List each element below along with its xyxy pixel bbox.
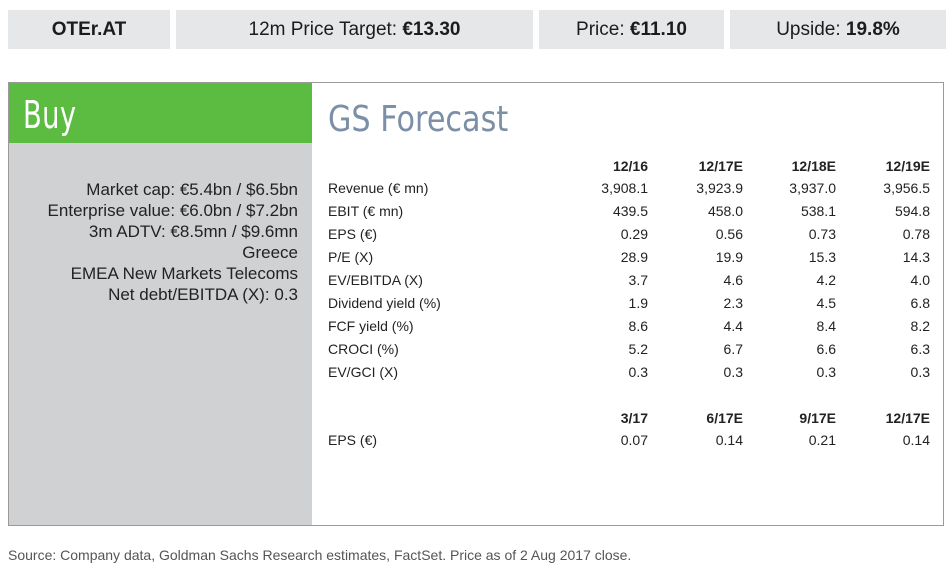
row-label: P/E (X) (328, 249, 374, 265)
table-cell: 6.8 (910, 295, 930, 311)
table-cell: 0.21 (808, 432, 836, 448)
table-cell: 4.6 (723, 272, 743, 288)
table-cell: 2.3 (723, 295, 743, 311)
row-label: EV/GCI (X) (328, 364, 399, 380)
table-row: Dividend yield (%) 1.9 2.3 4.5 6.8 (328, 293, 938, 315)
price-target-label: 12m Price Target: (248, 18, 398, 40)
row-label: Dividend yield (%) (328, 295, 441, 311)
table-row: P/E (X) 28.9 19.9 15.3 14.3 (328, 247, 938, 269)
upside-label: Upside: (776, 18, 841, 40)
ticker: OTEr.AT (51, 18, 127, 40)
table-cell: 14.3 (902, 249, 930, 265)
table-cell: 8.2 (910, 318, 930, 334)
table-cell: 0.78 (902, 226, 930, 242)
table-cell: 3,956.5 (883, 180, 930, 196)
net-debt-ebitda: Net debt/EBITDA (X): 0.3 (108, 285, 298, 304)
column-header: 6/17E (706, 410, 743, 426)
row-label: EBIT (€ mn) (328, 203, 404, 219)
table-row: EPS (€) 0.29 0.56 0.73 0.78 (328, 224, 938, 246)
table-cell: 8.6 (628, 318, 648, 334)
table-cell: 6.7 (723, 341, 743, 357)
sector: EMEA New Markets Telecoms (70, 264, 298, 283)
table-cell: 439.5 (612, 203, 648, 219)
table-cell: 0.3 (910, 364, 930, 380)
table-cell: 15.3 (808, 249, 836, 265)
rating-label: Buy (23, 93, 77, 137)
table-cell: 0.14 (902, 432, 930, 448)
table-cell: 4.0 (910, 272, 930, 288)
table-cell: 3,908.1 (601, 180, 648, 196)
price-cell: Price: €11.10 (539, 10, 724, 49)
table-cell: 458.0 (707, 203, 743, 219)
country: Greece (242, 243, 298, 262)
table-cell: 4.2 (816, 272, 836, 288)
price-target-cell: 12m Price Target: €13.30 (176, 10, 533, 49)
annual-header-row: 12/16 12/17E 12/18E 12/19E (328, 156, 938, 178)
row-label: FCF yield (%) (328, 318, 414, 334)
table-cell: 6.3 (910, 341, 930, 357)
table-cell: 3,937.0 (789, 180, 836, 196)
column-header: 12/17E (698, 158, 743, 174)
table-row: EV/GCI (X) 0.3 0.3 0.3 0.3 (328, 362, 938, 384)
table-row: FCF yield (%) 8.6 4.4 8.4 8.2 (328, 316, 938, 338)
row-label: CROCI (%) (328, 341, 399, 357)
table-cell: 594.8 (894, 203, 930, 219)
table-row: CROCI (%) 5.2 6.7 6.6 6.3 (328, 339, 938, 361)
table-cell: 3,923.9 (696, 180, 743, 196)
table-cell: 8.4 (816, 318, 836, 334)
table-cell: 538.1 (800, 203, 836, 219)
enterprise-value: Enterprise value: €6.0bn / $7.2bn (47, 201, 298, 220)
row-label: EV/EBITDA (X) (328, 272, 423, 288)
summary-bar: OTEr.AT 12m Price Target: €13.30 Price: … (8, 10, 946, 49)
column-header: 12/19E (885, 158, 930, 174)
table-cell: 0.14 (715, 432, 743, 448)
upside-cell: Upside: 19.8% (730, 10, 946, 49)
ticker-cell: OTEr.AT (8, 10, 170, 49)
column-header: 12/17E (885, 410, 930, 426)
table-row: EBIT (€ mn) 439.5 458.0 538.1 594.8 (328, 201, 938, 223)
quarterly-header-row: 3/17 6/17E 9/17E 12/17E (328, 408, 938, 430)
stock-panel: Buy Market cap: €5.4bn / $6.5bn Enterpri… (8, 82, 944, 526)
company-info-panel: Buy Market cap: €5.4bn / $6.5bn Enterpri… (9, 83, 312, 525)
table-cell: 28.9 (620, 249, 648, 265)
row-label: EPS (€) (328, 226, 378, 242)
table-row: EPS (€) 0.07 0.14 0.21 0.14 (328, 430, 938, 452)
price-label: Price: (576, 18, 625, 40)
column-header: 3/17 (620, 410, 648, 426)
table-cell: 0.07 (620, 432, 648, 448)
market-cap: Market cap: €5.4bn / $6.5bn (86, 180, 298, 199)
row-label: Revenue (€ mn) (328, 180, 429, 196)
price-value: €11.10 (629, 18, 687, 40)
column-header: 12/18E (791, 158, 836, 174)
table-cell: 0.3 (723, 364, 743, 380)
table-row: Revenue (€ mn) 3,908.1 3,923.9 3,937.0 3,956… (328, 178, 938, 200)
table-cell: 0.56 (715, 226, 743, 242)
adtv: 3m ADTV: €8.5mn / $9.6mn (88, 222, 298, 241)
table-cell: 0.73 (808, 226, 836, 242)
column-header: 9/17E (799, 410, 836, 426)
table-cell: 3.7 (628, 272, 648, 288)
price-target-value: €13.30 (402, 18, 461, 40)
forecast-title: GS Forecast (328, 99, 509, 140)
table-cell: 5.2 (628, 341, 648, 357)
table-cell: 0.3 (816, 364, 836, 380)
table-cell: 4.4 (723, 318, 743, 334)
table-cell: 19.9 (715, 249, 743, 265)
source-note: Source: Company data, Goldman Sachs Rese… (8, 547, 632, 563)
table-cell: 4.5 (816, 295, 836, 311)
table-cell: 0.29 (620, 226, 648, 242)
table-row: EV/EBITDA (X) 3.7 4.6 4.2 4.0 (328, 270, 938, 292)
column-header: 12/16 (612, 158, 648, 174)
table-cell: 1.9 (628, 295, 648, 311)
table-cell: 6.6 (816, 341, 836, 357)
upside-value: 19.8% (845, 18, 900, 40)
company-info-list: Market cap: €5.4bn / $6.5bn Enterprise v… (48, 179, 298, 305)
row-label: EPS (€) (328, 432, 378, 448)
rating-badge: Buy (9, 83, 312, 143)
table-cell: 0.3 (628, 364, 648, 380)
